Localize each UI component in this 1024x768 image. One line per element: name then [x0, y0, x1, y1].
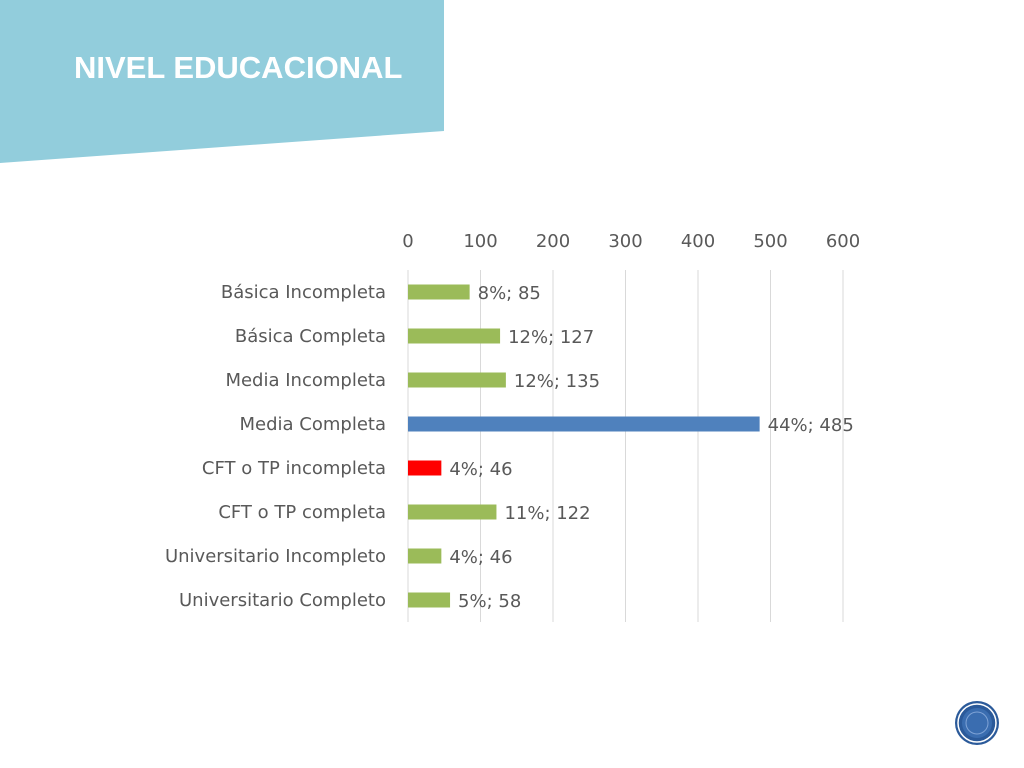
data-label: 5%; 58: [458, 591, 521, 612]
gridlines: [407, 270, 844, 622]
bar: [408, 284, 470, 300]
data-labels: 8%; 85 12%; 127 12%; 135 44%; 485 4%; 46 11%;…: [449, 283, 853, 612]
x-axis-ticks: 0 100 200 300 400 500 600: [402, 231, 860, 252]
slide-title: NIVEL EDUCACIONAL: [74, 50, 403, 85]
data-label: 8%; 85: [478, 283, 541, 304]
title-banner-shape: [0, 0, 444, 163]
data-label: 12%; 135: [514, 371, 600, 392]
title-banner: [0, 0, 444, 163]
bar: [408, 372, 506, 388]
category-label: Básica Completa: [235, 326, 386, 347]
data-label: 11%; 122: [504, 503, 590, 524]
x-tick-label: 0: [402, 231, 413, 252]
x-tick-label: 400: [681, 231, 715, 252]
x-tick-label: 500: [753, 231, 787, 252]
category-label: CFT o TP completa: [218, 502, 386, 523]
logo-emblem-icon: [955, 701, 999, 745]
data-label: 12%; 127: [508, 327, 594, 348]
bar: [408, 460, 442, 476]
category-label: Media Completa: [240, 414, 387, 435]
category-labels: Básica Incompleta Básica Completa Media In…: [165, 282, 386, 611]
data-label: 4%; 46: [449, 547, 512, 568]
bar: [408, 592, 451, 608]
bar: [408, 504, 497, 520]
x-tick-label: 100: [463, 231, 497, 252]
x-tick-label: 600: [826, 231, 860, 252]
bar: [408, 416, 760, 432]
category-label: Básica Incompleta: [221, 282, 386, 303]
category-label: Media Incompleta: [225, 370, 386, 391]
bar: [408, 328, 501, 344]
bar: [408, 548, 442, 564]
category-label: Universitario Completo: [179, 590, 386, 611]
data-label: 44%; 485: [768, 415, 854, 436]
category-label: CFT o TP incompleta: [202, 458, 386, 479]
bars: [408, 284, 760, 608]
x-tick-label: 300: [608, 231, 642, 252]
x-tick-label: 200: [536, 231, 570, 252]
data-label: 4%; 46: [449, 459, 512, 480]
category-label: Universitario Incompleto: [165, 546, 386, 567]
